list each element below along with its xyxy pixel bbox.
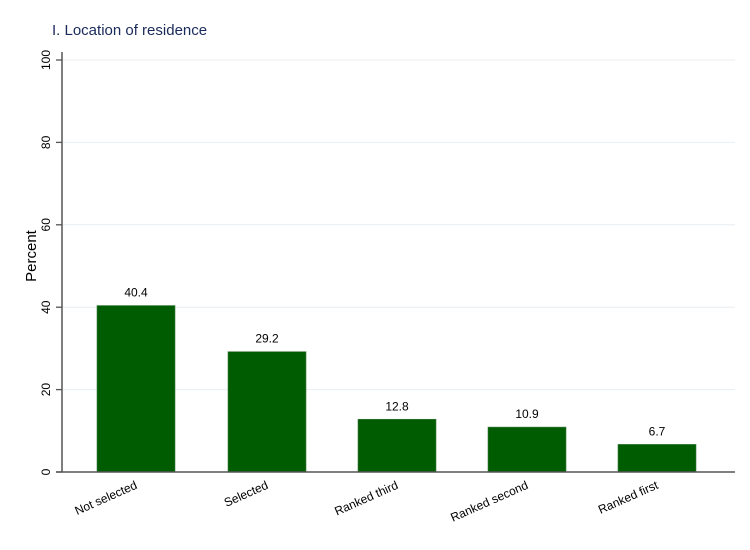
data-label: 29.2: [255, 332, 279, 346]
x-tick-label: Ranked second: [448, 478, 530, 525]
y-tick-label: 100: [39, 50, 53, 70]
x-tick-label: Ranked first: [596, 478, 661, 517]
bar: [357, 418, 437, 473]
data-label: 6.7: [649, 424, 666, 438]
bar: [227, 351, 307, 473]
x-tick-label: Not selected: [73, 478, 140, 518]
data-label: 40.4: [124, 286, 148, 300]
bar: [96, 305, 176, 473]
y-axis-label: Percent: [23, 229, 40, 282]
x-tick-label: Selected: [222, 478, 270, 510]
y-tick-label: 0: [39, 468, 53, 475]
data-label: 12.8: [385, 399, 409, 413]
y-tick-label: 20: [39, 383, 53, 397]
data-label: 10.9: [515, 407, 539, 421]
bar: [617, 444, 697, 473]
y-tick-label: 40: [39, 300, 53, 314]
y-tick-label: 80: [39, 135, 53, 149]
x-tick-label: Ranked third: [332, 478, 400, 518]
chart-title: I. Location of residence: [52, 22, 207, 39]
y-tick-label: 60: [39, 218, 53, 232]
bar: [487, 426, 567, 473]
